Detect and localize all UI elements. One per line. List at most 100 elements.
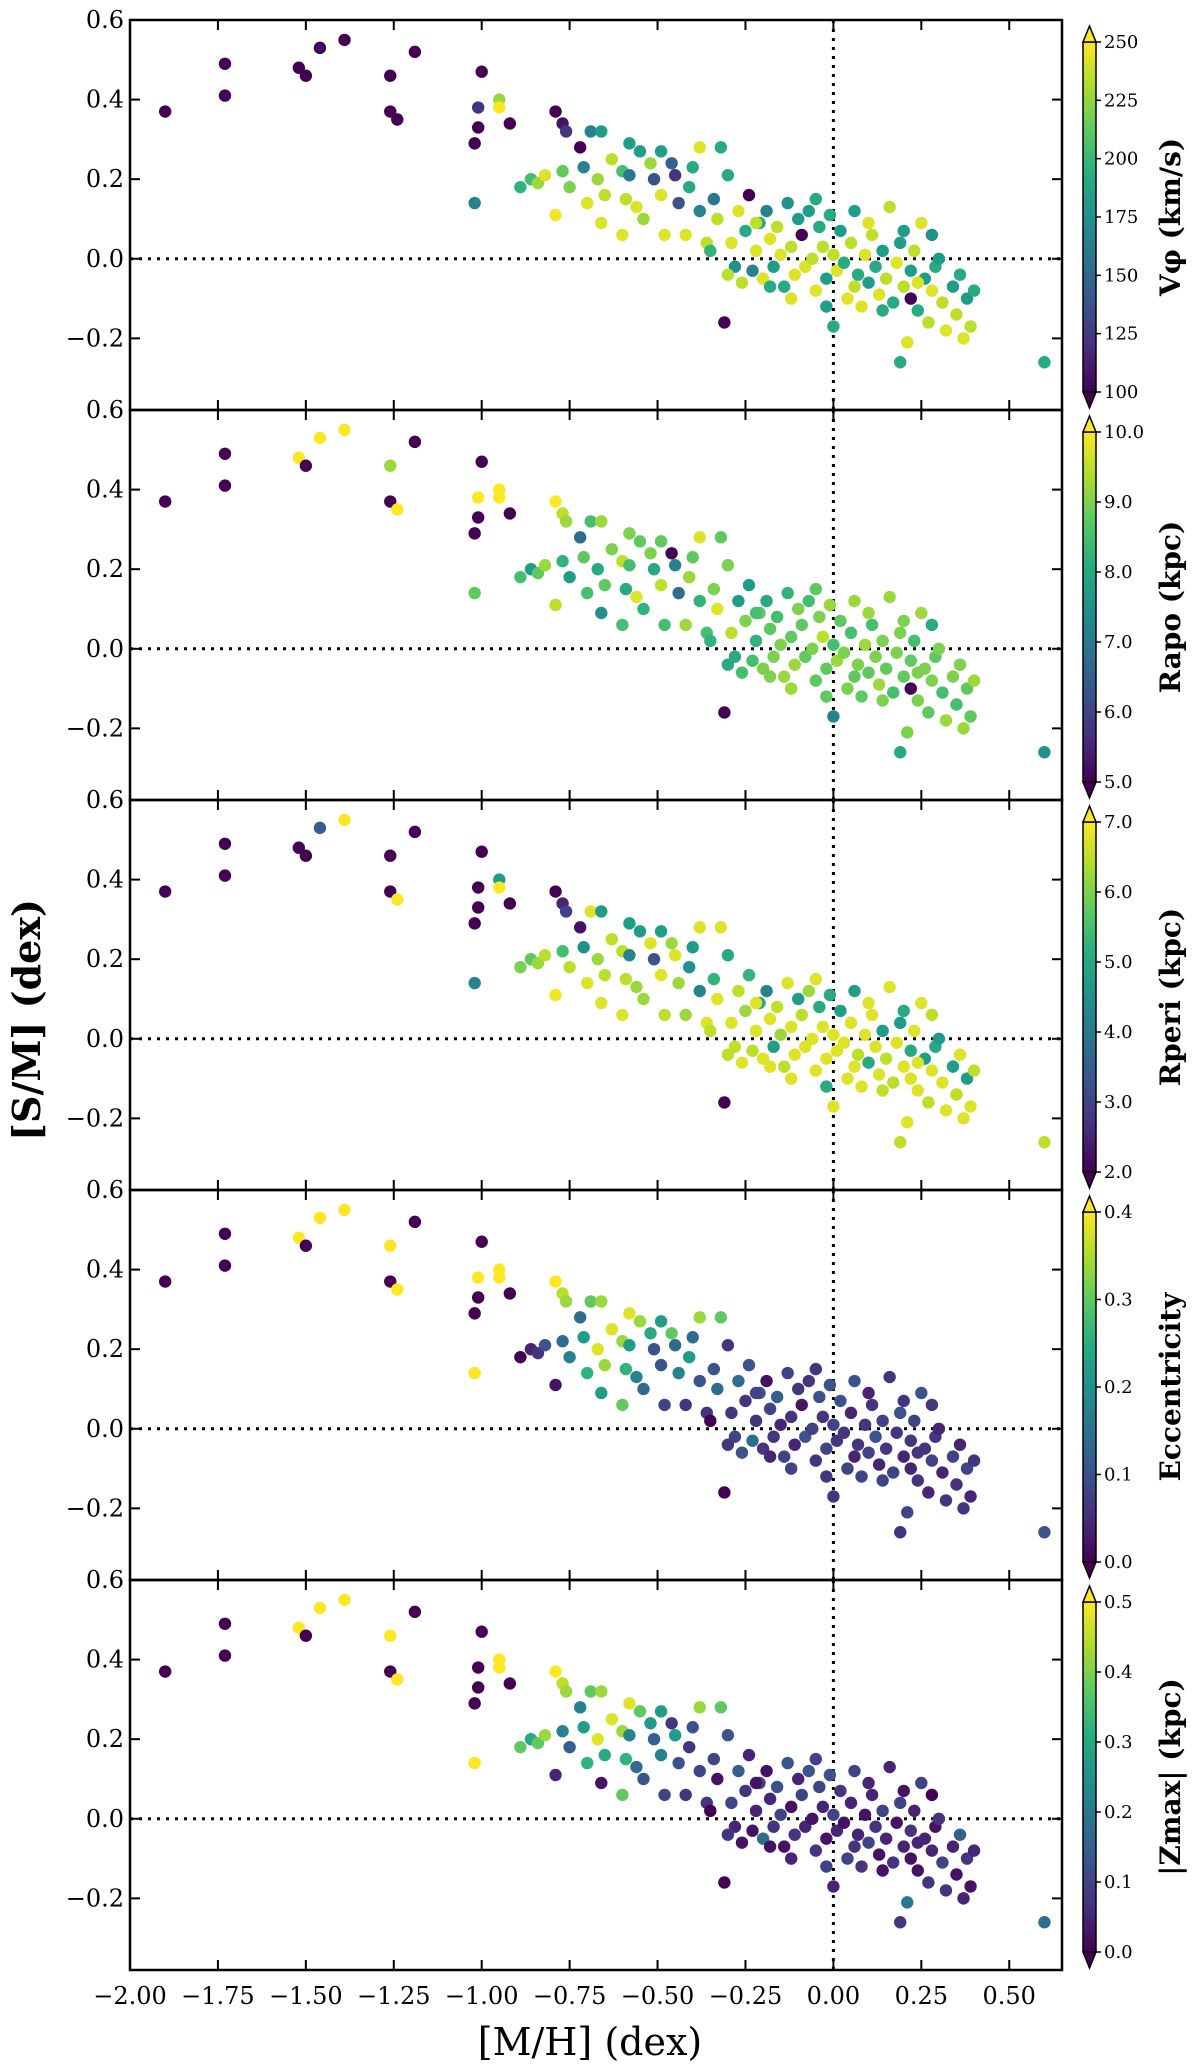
scatter-point	[886, 686, 900, 699]
scatter-point	[672, 1756, 685, 1770]
scatter-point	[679, 1008, 692, 1022]
scatter-point	[503, 1287, 517, 1300]
scatter-point	[837, 1426, 851, 1439]
colorbar-extend-bottom	[1081, 781, 1098, 800]
colorbar-extend-top	[1081, 414, 1098, 433]
scatter-point	[292, 451, 306, 464]
scatter-point	[865, 228, 879, 242]
scatter-point	[890, 1426, 903, 1439]
scatter-point	[795, 1008, 808, 1022]
scatter-point	[735, 666, 749, 679]
scatter-point	[908, 1024, 921, 1038]
scatter-point	[538, 169, 552, 182]
scatter-point	[879, 1442, 893, 1455]
scatter-point	[654, 925, 668, 938]
scatter-point	[862, 216, 875, 230]
scatter-point	[408, 45, 422, 59]
scatter-point	[806, 1032, 819, 1045]
scatter-point	[820, 1442, 833, 1455]
scatter-point	[749, 216, 763, 230]
scatter-point	[890, 646, 903, 659]
scatter-point	[728, 650, 742, 663]
y-tick-label: 0.0	[86, 1415, 124, 1443]
scatter-point	[950, 1478, 963, 1491]
scatter-point	[408, 825, 422, 839]
scatter-point	[792, 212, 805, 226]
scatter-point	[869, 1820, 882, 1833]
scatter-point	[869, 1430, 882, 1443]
colorbar-extend-bottom	[1081, 391, 1098, 410]
scatter-point	[683, 180, 696, 194]
scatter-point	[957, 332, 970, 345]
scatter-point	[946, 1450, 960, 1463]
scatter-point	[915, 216, 928, 230]
scatter-point	[904, 1044, 917, 1057]
x-tick-label: 0.00	[807, 1982, 860, 2010]
scatter-point	[894, 356, 907, 369]
scatter-point	[584, 515, 597, 528]
scatter-point	[739, 1784, 752, 1798]
scatter-point	[827, 1808, 840, 1821]
scatter-point	[784, 1800, 798, 1814]
y-axis-title: [S/M] (dex)	[4, 899, 49, 1141]
y-tick-label: −0.2	[66, 1884, 124, 1912]
scatter-point	[770, 1000, 784, 1014]
scatter-point	[950, 308, 963, 321]
y-tick-label: 0.0	[86, 635, 124, 663]
scatter-point	[749, 1024, 763, 1038]
scatter-point	[862, 1446, 875, 1459]
scatter-point	[855, 690, 868, 703]
scatter-point	[637, 212, 650, 226]
scatter-point	[598, 578, 611, 592]
scatter-point	[883, 590, 896, 604]
scatter-point	[837, 1036, 851, 1049]
scatter-point	[158, 885, 172, 898]
scatter-point	[911, 694, 925, 707]
scatter-point	[770, 610, 784, 624]
scatter-point	[809, 1454, 823, 1467]
scatter-point	[721, 949, 735, 962]
panel-1: −0.2 0.0 0.2 0.4 0.6 100 125 150 175 200 225 250 Vφ …	[66, 6, 1187, 412]
scatter-point	[922, 1486, 935, 1499]
scatter-point	[767, 1040, 780, 1053]
scatter-point	[384, 1665, 397, 1678]
scatter-point	[704, 1804, 717, 1818]
scatter-point	[665, 937, 678, 950]
scatter-point	[725, 626, 738, 640]
scatter-point	[939, 1884, 953, 1897]
scatter-point	[514, 1350, 527, 1364]
scatter-point	[735, 1836, 749, 1849]
scatter-point	[749, 996, 763, 1010]
scatter-point	[218, 1649, 232, 1662]
scatter-point	[908, 244, 921, 258]
scatter-point	[623, 527, 636, 540]
scatter-point	[623, 169, 636, 182]
scatter-point	[813, 610, 826, 624]
scatter-point	[616, 1008, 629, 1022]
colorbar-tick-label: 0.3	[1104, 1732, 1133, 1753]
scatter-point	[925, 1008, 939, 1022]
scatter-point	[848, 280, 861, 293]
scatter-point	[313, 1211, 327, 1225]
scatter-point	[654, 188, 668, 202]
axes-frame	[128, 798, 1064, 1192]
colorbar-tick-label: 5.0	[1104, 772, 1133, 793]
scatter-point	[633, 1315, 647, 1328]
scatter-point	[493, 1271, 506, 1284]
scatter-point	[728, 260, 742, 273]
scatter-point	[950, 698, 963, 711]
scatter-point	[1038, 1526, 1051, 1539]
scatter-point	[531, 1346, 545, 1360]
scatter-point	[897, 1004, 910, 1018]
scatter-point	[563, 570, 576, 584]
scatter-point	[573, 1701, 587, 1714]
scatter-point	[647, 562, 661, 576]
scatter-point	[707, 1362, 721, 1376]
scatter-point	[957, 1892, 970, 1905]
x-tick-label: −2.00	[93, 1982, 167, 2010]
scatter-point	[922, 1876, 935, 1889]
scatter-point	[774, 638, 787, 651]
scatter-point	[879, 272, 893, 285]
scatter-point	[665, 547, 678, 560]
scatter-point	[538, 1339, 552, 1352]
